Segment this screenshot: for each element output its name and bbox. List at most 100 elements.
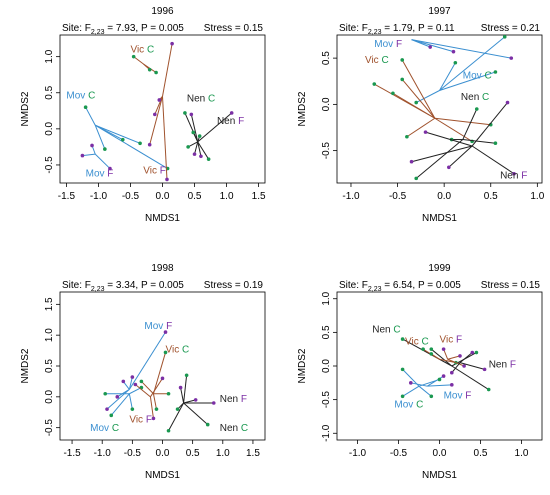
panel-stress: Stress = 0.21	[481, 23, 541, 34]
spider-segment	[406, 117, 436, 138]
panel-title: 1998	[151, 263, 174, 274]
data-point	[175, 407, 180, 411]
spider-segment	[443, 348, 449, 360]
group-treatment-text: C	[482, 70, 492, 81]
group-treatment-text: C	[419, 336, 429, 347]
stat-prefix: Site: F	[339, 280, 368, 291]
data-point	[509, 56, 514, 60]
data-point	[470, 350, 475, 355]
panel-title: 1997	[428, 6, 451, 17]
group-site-text: Mov	[66, 91, 85, 102]
x-tick-label: 0.0	[433, 448, 447, 459]
group-treatment-text: F	[143, 415, 152, 426]
group-mov-f: Mov F	[374, 39, 514, 60]
group-site-text: Vic	[440, 334, 454, 345]
panel-stress: Stress = 0.15	[481, 280, 541, 291]
data-point	[429, 352, 434, 356]
stat-values: = 7.93, P = 0.005	[105, 23, 185, 34]
panel-1996: 1996 Site: F2,23 = 7.93, P = 0.005 Stress …	[20, 6, 266, 224]
data-point	[120, 137, 125, 142]
y-tick-label: 0.5	[321, 325, 332, 339]
y-axis-label: NMDS2	[20, 91, 31, 126]
group-label: Nen C	[220, 423, 248, 434]
spider-segment	[411, 39, 454, 53]
stat-values: = 3.34, P = 0.005	[105, 280, 185, 291]
spider-segment	[439, 62, 456, 91]
data-point	[229, 111, 234, 115]
group-site-text: Nen	[220, 423, 238, 434]
group-nen-c: Nen C	[183, 93, 215, 161]
data-point	[184, 373, 189, 378]
data-point	[372, 82, 377, 86]
stat-prefix: Site: F	[339, 23, 368, 34]
y-axis-label: NMDS2	[20, 348, 31, 383]
data-point	[429, 347, 434, 351]
y-axis-label: NMDS2	[297, 348, 308, 383]
spider-segment	[95, 124, 141, 144]
x-tick-label: -1.0	[342, 191, 360, 202]
group-treatment-text: C	[479, 92, 489, 103]
group-mov-c: Mov C	[414, 35, 507, 105]
x-tick-label: 1.0	[220, 191, 234, 202]
data-point	[105, 407, 109, 411]
panel-statistics: Site: F2,23 = 1.79, P = 0.11	[339, 23, 455, 36]
data-point	[450, 370, 454, 375]
spider-segment	[152, 352, 166, 394]
data-point	[103, 391, 108, 396]
spider-segment	[94, 125, 106, 150]
data-point	[193, 398, 198, 402]
data-point	[441, 347, 446, 351]
spider-segment	[82, 153, 96, 157]
spider-segment	[411, 39, 512, 59]
group-nen-f: Nen F	[450, 350, 516, 375]
y-tick-label: -0.5	[44, 156, 55, 174]
x-tick-label: 0.0	[156, 448, 170, 459]
data-point	[400, 58, 405, 62]
data-point	[80, 153, 85, 158]
x-tick-label: -0.5	[389, 191, 407, 202]
group-site-text: Mov	[144, 321, 163, 332]
x-tick-label: 0.5	[188, 191, 202, 202]
spider-segment	[459, 362, 485, 370]
group-label: Mov F	[444, 390, 472, 401]
spider-segment	[106, 389, 130, 410]
group-mov-f: Mov F	[80, 143, 114, 180]
data-point	[409, 381, 413, 385]
data-point	[160, 376, 165, 381]
group-treatment-text: C	[144, 44, 154, 55]
x-tick-label: 1.0	[515, 448, 529, 459]
group-vic-f: Vic F	[143, 41, 174, 182]
data-point	[186, 145, 190, 149]
data-point	[103, 147, 107, 151]
group-nen-c: Nen C	[372, 324, 491, 392]
group-site-text: Nen	[187, 93, 205, 104]
group-treatment-text: F	[163, 321, 172, 332]
group-treatment-text: C	[109, 423, 119, 434]
spider-segment	[162, 43, 173, 97]
data-point	[138, 141, 142, 146]
data-point	[493, 70, 498, 74]
y-tick-label: 1.0	[44, 49, 55, 63]
data-point	[178, 385, 183, 390]
spider-segment	[162, 96, 168, 180]
data-point	[400, 77, 405, 82]
y-tick-label: -0.5	[321, 142, 332, 160]
x-tick-label: 0.5	[186, 448, 200, 459]
x-tick-label: -1.5	[63, 448, 81, 459]
group-treatment-text: F	[105, 169, 114, 180]
spider-segment	[471, 145, 515, 175]
group-nen-f: Nen F	[178, 385, 247, 405]
group-nen-f: Nen F	[409, 100, 527, 181]
group-label: Vic C	[405, 336, 429, 347]
spider-segment	[149, 396, 154, 419]
x-tick-label: 0.5	[474, 448, 488, 459]
data-point	[453, 60, 458, 65]
group-vic-c: Vic C	[139, 344, 189, 411]
group-label: Nen F	[489, 359, 516, 370]
data-point	[474, 350, 479, 355]
group-site-text: Vic	[166, 344, 180, 355]
data-point	[147, 142, 152, 147]
group-treatment-text: F	[518, 170, 527, 181]
stat-values: = 1.79, P = 0.11	[382, 23, 455, 34]
